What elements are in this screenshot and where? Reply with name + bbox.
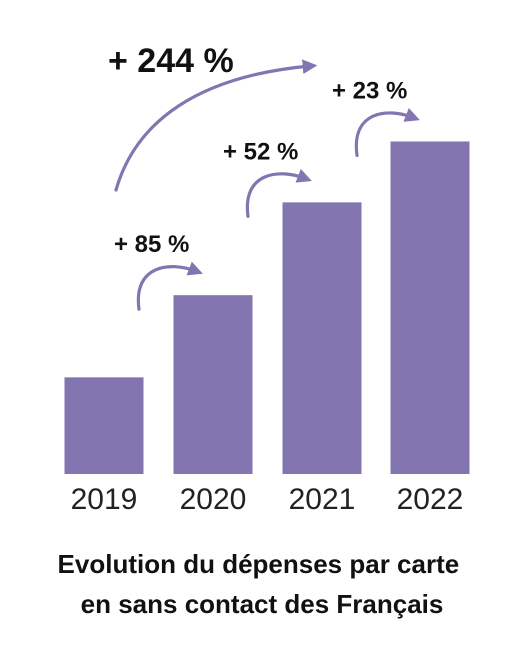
- caption-line-2: en sans contact des Français: [81, 589, 444, 619]
- x-axis-tick-labels: 2019 2020 2021 2022: [71, 483, 464, 516]
- growth-label-2019-2021: + 244 %: [108, 42, 234, 80]
- growth-labels: + 85 % + 52 % + 23 % + 244 %: [108, 42, 407, 258]
- bar-2020: [173, 295, 253, 474]
- x-tick-2022: 2022: [397, 483, 464, 516]
- chart-caption: Evolution du dépenses par carte en sans …: [58, 549, 467, 619]
- growth-arrow-2020-2021: [245, 168, 312, 218]
- growth-arrow-2021-2022: [354, 107, 420, 158]
- growth-label-2019-2020: + 85 %: [114, 231, 189, 258]
- x-tick-2021: 2021: [289, 483, 356, 516]
- x-tick-2020: 2020: [180, 483, 247, 516]
- growth-label-2021-2022: + 23 %: [332, 77, 407, 104]
- bar-2021: [282, 202, 362, 474]
- bars-group: [64, 141, 470, 474]
- bar-2022: [390, 141, 470, 474]
- growth-arrows: [114, 59, 420, 311]
- growth-arrow-2019-2021: [114, 59, 318, 192]
- x-tick-2019: 2019: [71, 483, 138, 516]
- growth-arrow-2019-2020: [136, 261, 203, 311]
- bar-2019: [64, 377, 144, 474]
- growth-label-2020-2021: + 52 %: [223, 138, 298, 165]
- caption-line-1: Evolution du dépenses par carte: [58, 549, 460, 579]
